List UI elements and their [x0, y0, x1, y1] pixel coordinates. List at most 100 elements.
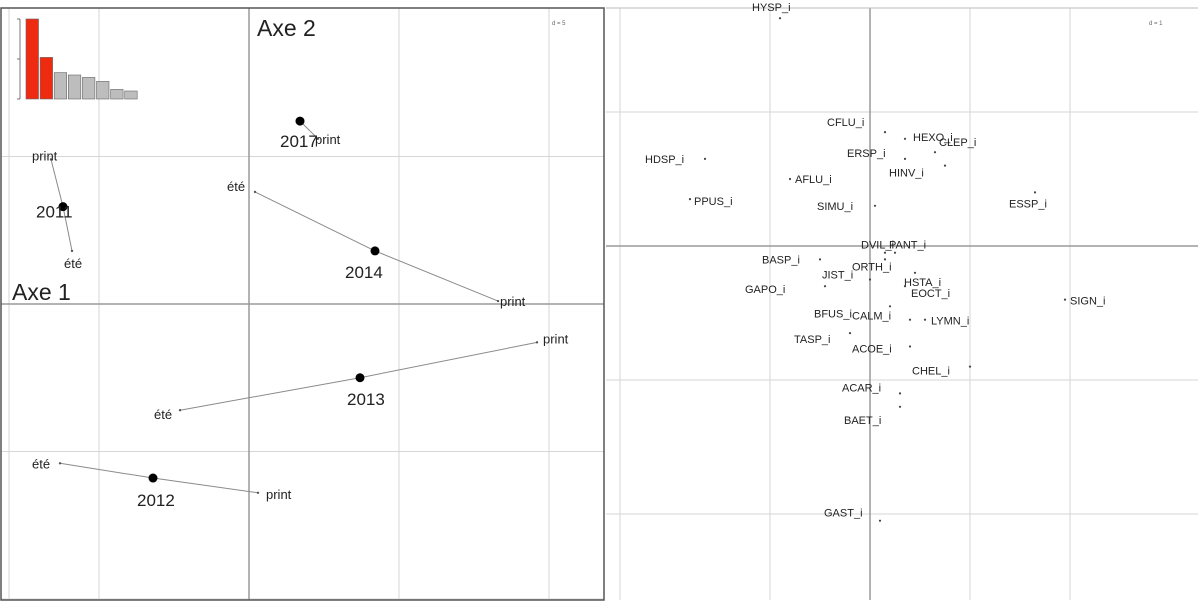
species-label: ACAR_i: [842, 382, 881, 394]
ete-point: [70, 249, 74, 253]
print-label: print: [500, 294, 526, 309]
species-point: [903, 137, 907, 140]
species-point: [968, 365, 972, 368]
year-segment: [59, 462, 154, 479]
ete-label: été: [64, 256, 82, 271]
species-point: [868, 278, 872, 281]
species-label: CHEL_i: [912, 366, 950, 378]
species-label: LYMN_i: [931, 316, 969, 328]
species-point: [898, 392, 902, 395]
species-point: [883, 258, 887, 261]
species-label: ACOE_i: [852, 344, 892, 356]
eigen-bar: [53, 72, 68, 100]
year-label: 2014: [345, 263, 383, 282]
year-segment: [254, 191, 376, 252]
eigenvalue-barplot: [17, 18, 138, 100]
species-point: [908, 318, 912, 321]
species-point: [823, 285, 827, 288]
left-points: été print 2011 été print 2012 été print 2013 été p…: [32, 116, 569, 510]
year-label: 2011: [36, 203, 73, 222]
year-center-point: [370, 246, 380, 256]
year-center-point: [58, 202, 68, 212]
species-label: ERSP_i: [847, 148, 886, 160]
species-point: [1033, 191, 1037, 194]
species-label: BFUS_i: [814, 308, 852, 320]
species-label: SIGN_i: [1070, 296, 1105, 308]
eigen-bar: [68, 74, 82, 100]
d-scale-label-right: d = 1: [1149, 21, 1163, 27]
species-point: [943, 164, 947, 167]
species-label: AFLU_i: [795, 174, 832, 186]
print-point: [496, 299, 500, 303]
species-label: ESSP_i: [1009, 198, 1047, 210]
year-segment: [359, 341, 538, 379]
year-center-point: [148, 473, 158, 483]
species-point: [933, 151, 937, 154]
species-label: SIMU_i: [817, 201, 853, 213]
year-segment: [179, 377, 361, 411]
ete-label: été: [227, 179, 245, 194]
eigen-bar-selected: [25, 18, 39, 100]
eigen-bar: [82, 77, 96, 100]
species-label: GAPO_i: [745, 284, 785, 296]
species-point: [893, 251, 897, 254]
species-point: [788, 177, 792, 181]
species-label: BASP_i: [762, 254, 800, 266]
species-label: HINV_i: [889, 168, 924, 180]
year-segment: [50, 159, 64, 207]
axis2-label: Axe 2: [257, 15, 316, 41]
species-point: [688, 198, 692, 201]
species-label: HYSP_i: [752, 2, 791, 14]
print-label: print: [32, 148, 58, 163]
species-label: EOCT_i: [911, 288, 950, 300]
species-point: [703, 157, 707, 160]
print-point: [316, 137, 320, 140]
species-point: [778, 17, 782, 20]
ete-label: été: [154, 407, 172, 422]
print-point: [256, 491, 260, 494]
species-point: [903, 157, 907, 160]
species-label: DVIL_i: [861, 240, 894, 252]
print-label: print: [315, 132, 341, 147]
species-label: HDSP_i: [645, 154, 684, 166]
species-label: HSTA_i: [904, 277, 941, 289]
species-point: [873, 204, 877, 207]
eigen-bar: [110, 89, 124, 100]
species-point: [848, 332, 852, 335]
species-point: [878, 519, 882, 522]
left-panel: été print 2011 été print 2012 été print 2013 été p…: [0, 7, 605, 601]
species-label: TASP_i: [794, 334, 830, 346]
species-point: [1063, 298, 1067, 301]
species-point: [883, 131, 887, 134]
species-label: PANT_i: [889, 240, 926, 252]
species-point: [923, 318, 927, 321]
left-frame: [0, 7, 605, 601]
species-label: CLEP_i: [939, 137, 976, 149]
year-segment: [374, 250, 499, 302]
year-center-point: [295, 116, 305, 126]
year-center-point: [355, 373, 365, 383]
right-grid: [606, 7, 1198, 600]
species-label: ORTH_i: [852, 261, 892, 273]
species-point: [818, 258, 822, 261]
species-label: CFLU_i: [827, 117, 864, 129]
year-segment: [62, 206, 73, 251]
year-segment: [152, 477, 259, 494]
species-point: [903, 285, 907, 288]
ete-point: [178, 409, 182, 412]
year-label: 2012: [137, 491, 175, 510]
axis1-label: Axe 1: [12, 279, 71, 305]
eigen-bar: [96, 81, 110, 100]
eigen-bar: [124, 90, 138, 100]
left-segments: [50, 120, 538, 494]
species-label: JIST_i: [822, 270, 853, 282]
species-point: [908, 345, 912, 348]
year-label: 2017: [280, 132, 318, 151]
ete-label: été: [32, 456, 50, 471]
print-point: [49, 158, 53, 161]
print-label: print: [543, 331, 569, 346]
years-factorial-map: été print 2011 été print 2012 été print 2013 été p…: [0, 7, 605, 601]
ete-point: [253, 190, 257, 194]
species-label: PPUS_i: [694, 196, 733, 208]
